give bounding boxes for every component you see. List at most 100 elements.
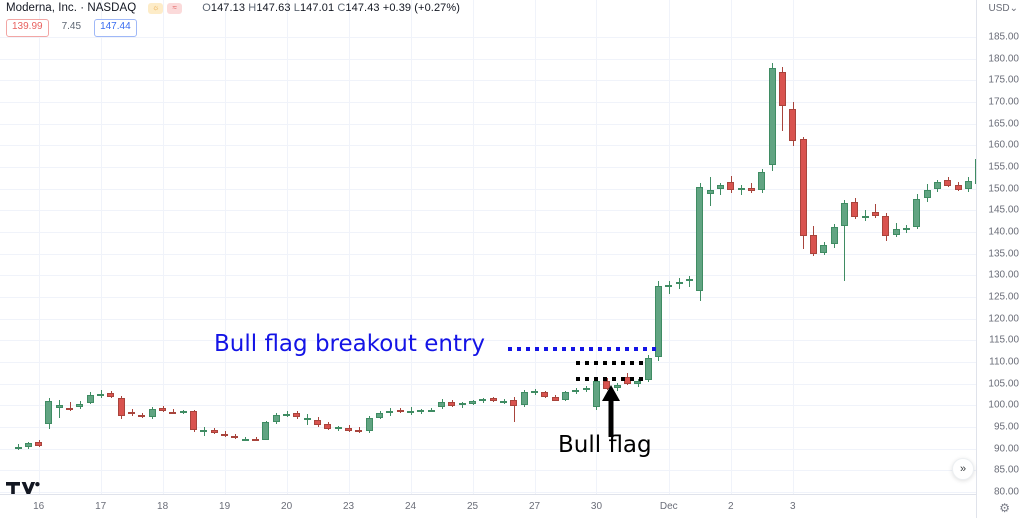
candle-body (779, 71, 786, 107)
breakout-entry-dotted-line[interactable] (508, 347, 660, 351)
open-value: 147.13 (210, 2, 246, 14)
time-axis-tick: 17 (95, 501, 107, 512)
candle-body (355, 430, 362, 433)
candle-body (903, 227, 910, 230)
candle-body (707, 189, 714, 194)
candle-body (149, 409, 156, 418)
candle-body (572, 389, 579, 392)
time-axis-tick: 30 (590, 501, 603, 512)
candle-body (789, 108, 796, 141)
low-value: 147.01 (299, 2, 335, 14)
candle-body (758, 172, 765, 191)
gridline-vertical (349, 0, 350, 494)
candle-body (459, 403, 466, 406)
time-axis-tick: 3 (789, 501, 796, 512)
close-value: 147.43 (345, 2, 380, 14)
price-axis-tick: 160.00 (988, 139, 1019, 151)
bull-flag-dotted-rectangle[interactable] (576, 361, 648, 381)
candle-body (87, 394, 94, 404)
candle-body (128, 412, 135, 415)
candle-body (882, 215, 889, 237)
time-axis-tick: 19 (219, 501, 231, 512)
time-axis-tick: 2 (727, 501, 734, 512)
candle-body (211, 430, 218, 434)
candle-body (15, 446, 22, 449)
time-axis[interactable]: 16 17 18 19 20 23 24 25 27 30 Dec 2 3 (0, 494, 976, 518)
gridline-vertical (535, 0, 536, 494)
chart-plot-area[interactable]: Bull flag breakout entry Bull flag (0, 0, 976, 494)
legend-badges-row: 139.99 7.45 147.44 (6, 19, 137, 37)
candle-body (417, 410, 424, 413)
candle-body (893, 228, 900, 235)
candle-body (521, 391, 528, 405)
candle-body (180, 410, 187, 413)
gridline-vertical (287, 0, 288, 494)
candle-body (965, 180, 972, 190)
price-axis-tick: 100.00 (988, 399, 1019, 411)
candle-body (76, 404, 83, 408)
gear-icon[interactable]: ⚙ (999, 501, 1010, 515)
candle-body (686, 278, 693, 282)
price-axis-tick: 165.00 (988, 118, 1019, 130)
candle-body (831, 226, 838, 245)
candle-body (262, 422, 269, 440)
candle-wick (256, 436, 257, 441)
gridline-horizontal (0, 210, 976, 211)
gridline-horizontal (0, 427, 976, 428)
gridline-horizontal (0, 145, 976, 146)
high-value: 147.63 (256, 2, 291, 14)
candle-body (614, 384, 621, 389)
tradingview-logo[interactable] (6, 482, 40, 502)
candle-body (56, 404, 63, 408)
candle-body (820, 245, 827, 253)
candle-body (304, 418, 311, 421)
low-price-badge[interactable]: 139.99 (6, 19, 49, 37)
price-axis-tick: 95.00 (993, 421, 1019, 433)
gridline-horizontal (0, 492, 976, 493)
high-price-badge[interactable]: 147.44 (94, 19, 137, 37)
symbol-title[interactable]: Moderna, Inc. · NASDAQ (6, 2, 137, 14)
gridline-horizontal (0, 59, 976, 60)
candle-body (428, 409, 435, 412)
price-axis-tick: 155.00 (988, 161, 1019, 173)
candle-body (934, 181, 941, 190)
bull-flag-breakout-entry-label[interactable]: Bull flag breakout entry (214, 331, 486, 357)
bull-flag-label[interactable]: Bull flag (558, 432, 652, 458)
price-axis-tick: 115.00 (989, 334, 1019, 346)
candle-body (490, 398, 497, 401)
candle-body (45, 401, 52, 425)
candle-body (242, 438, 249, 441)
price-axis-tick: 145.00 (988, 204, 1019, 216)
price-axis-tick: 150.00 (988, 183, 1019, 195)
chart-legend-header: Moderna, Inc. · NASDAQ ☼ ≈ O147.13 H147.… (0, 0, 1024, 37)
candle-body (944, 180, 951, 187)
price-axis[interactable]: USD⌄ ⚙ 185.00 180.00 175.00 170.00 165.00 160… (976, 0, 1024, 518)
gridline-horizontal (0, 340, 976, 341)
candle-body (531, 391, 538, 394)
gridline-horizontal (0, 232, 976, 233)
candle-body (665, 284, 672, 288)
candle-body (469, 401, 476, 404)
scroll-to-realtime-button[interactable]: » (952, 458, 974, 480)
candle-body (655, 285, 662, 358)
range-badge: 7.45 (61, 21, 82, 32)
price-axis-tick: 175.00 (988, 74, 1019, 86)
candle-body (603, 380, 610, 389)
price-axis-tick: 90.00 (993, 443, 1019, 455)
candle-body (407, 410, 414, 413)
candle-wick (359, 427, 360, 434)
gridline-vertical (731, 0, 732, 494)
candle-body (118, 397, 125, 416)
gridline-vertical (473, 0, 474, 494)
candle-body (913, 199, 920, 227)
candle-wick (514, 396, 515, 423)
candle-body (386, 411, 393, 414)
high-label: H (248, 2, 257, 14)
candle-body (66, 407, 73, 411)
candle-body (562, 392, 569, 401)
price-axis-unit[interactable]: USD⌄ (988, 3, 1018, 14)
candle-body (376, 412, 383, 418)
candle-body (169, 411, 176, 414)
time-axis-tick: 16 (33, 501, 45, 512)
